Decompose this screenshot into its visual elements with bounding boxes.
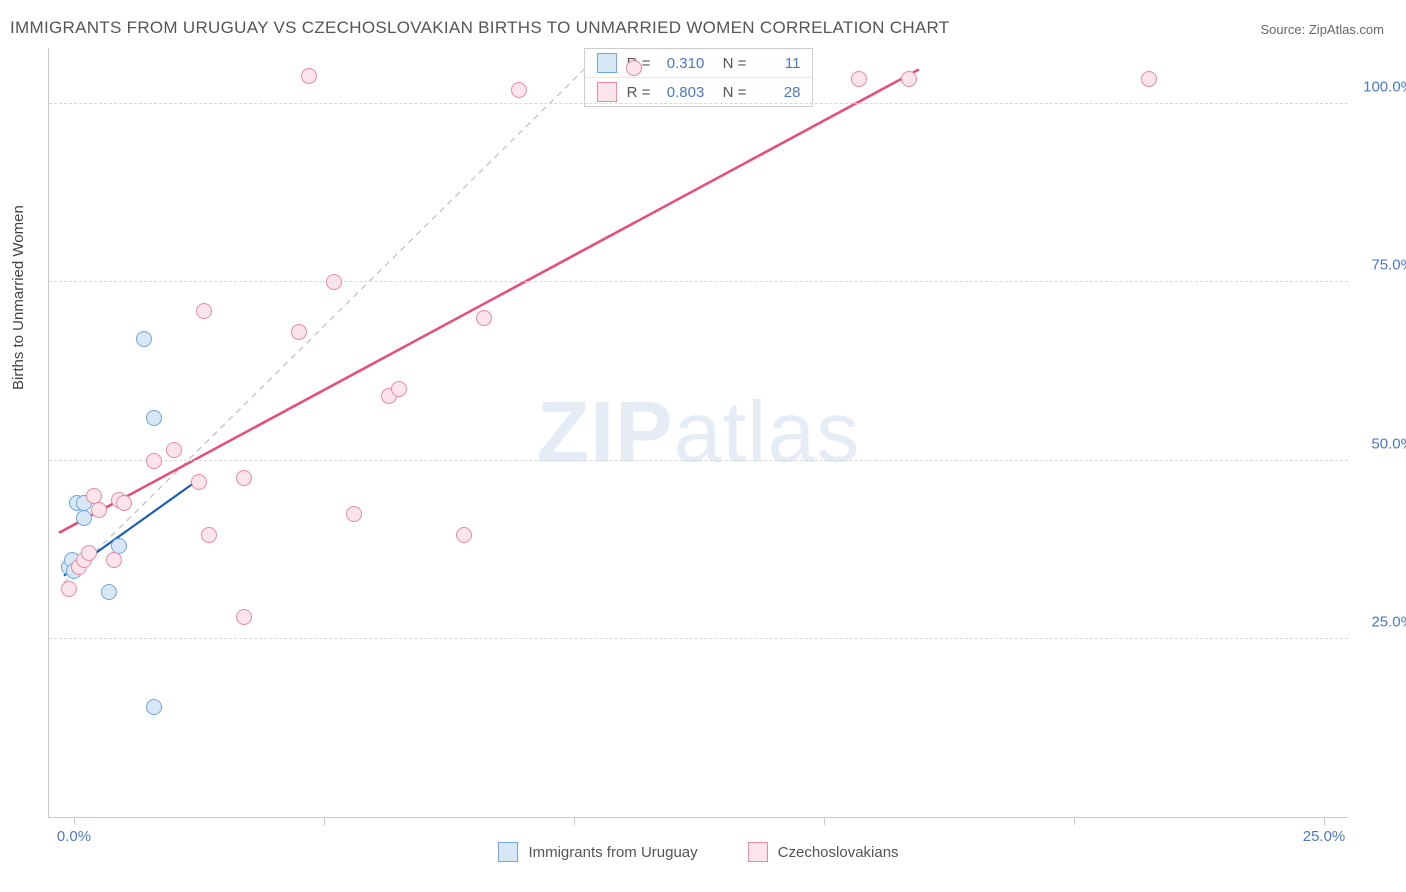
stat-r-value: 0.803 <box>660 84 704 101</box>
stat-n-label: N = <box>714 84 746 101</box>
x-tick-mark <box>1074 817 1075 825</box>
y-tick-label: 50.0% <box>1371 435 1406 452</box>
trend-lines-svg <box>49 48 1349 818</box>
data-point-czech <box>901 71 917 87</box>
x-tick-mark <box>74 817 75 825</box>
watermark-bold: ZIP <box>537 384 674 480</box>
data-point-czech <box>301 68 317 84</box>
stat-n-value: 11 <box>756 55 800 72</box>
watermark-text: ZIPatlas <box>537 383 860 482</box>
data-point-uruguay <box>136 331 152 347</box>
data-point-uruguay <box>101 584 117 600</box>
data-point-czech <box>291 324 307 340</box>
data-point-czech <box>236 609 252 625</box>
x-tick-label: 25.0% <box>1303 828 1346 845</box>
x-tick-mark <box>574 817 575 825</box>
stat-r-label: R = <box>627 84 651 101</box>
y-axis-label: Births to Unmarried Women <box>10 205 27 390</box>
square-swatch-icon <box>498 842 518 862</box>
watermark-rest: atlas <box>674 384 861 480</box>
series-legend: Immigrants from Uruguay Czechoslovakians <box>49 842 1348 862</box>
data-point-czech <box>166 442 182 458</box>
legend-item-uruguay: Immigrants from Uruguay <box>498 842 697 862</box>
data-point-uruguay <box>76 510 92 526</box>
data-point-czech <box>201 527 217 543</box>
data-point-uruguay <box>146 410 162 426</box>
stat-n-label: N = <box>714 55 746 72</box>
gridline-horizontal <box>49 281 1348 282</box>
source-attribution: Source: ZipAtlas.com <box>1260 22 1384 37</box>
data-point-czech <box>511 82 527 98</box>
chart-plot-area: ZIPatlas R = 0.310 N = 11 R = 0.803 N = … <box>48 48 1348 818</box>
x-tick-label: 0.0% <box>57 828 91 845</box>
data-point-czech <box>196 303 212 319</box>
y-tick-label: 25.0% <box>1371 613 1406 630</box>
stat-r-value: 0.310 <box>660 55 704 72</box>
data-point-czech <box>476 310 492 326</box>
square-swatch-icon <box>597 53 617 73</box>
y-tick-label: 75.0% <box>1371 257 1406 274</box>
x-tick-mark <box>824 817 825 825</box>
data-point-czech <box>346 506 362 522</box>
source-label: Source: <box>1260 22 1308 37</box>
legend-label: Immigrants from Uruguay <box>528 844 697 861</box>
data-point-czech <box>61 581 77 597</box>
data-point-czech <box>236 470 252 486</box>
square-swatch-icon <box>597 82 617 102</box>
data-point-czech <box>146 453 162 469</box>
legend-label: Czechoslovakians <box>778 844 899 861</box>
x-tick-mark <box>1324 817 1325 825</box>
x-tick-mark <box>324 817 325 825</box>
stats-legend-row-uruguay: R = 0.310 N = 11 <box>585 49 813 77</box>
chart-title: IMMIGRANTS FROM URUGUAY VS CZECHOSLOVAKI… <box>10 18 949 38</box>
data-point-czech <box>456 527 472 543</box>
data-point-czech <box>626 60 642 76</box>
data-point-czech <box>391 381 407 397</box>
data-point-czech <box>191 474 207 490</box>
data-point-czech <box>91 502 107 518</box>
stats-legend-row-czech: R = 0.803 N = 28 <box>585 77 813 106</box>
data-point-czech <box>851 71 867 87</box>
data-point-czech <box>1141 71 1157 87</box>
stats-legend-box: R = 0.310 N = 11 R = 0.803 N = 28 <box>584 48 814 107</box>
gridline-horizontal <box>49 103 1348 104</box>
stat-n-value: 28 <box>756 84 800 101</box>
data-point-uruguay <box>146 699 162 715</box>
source-value: ZipAtlas.com <box>1309 22 1384 37</box>
square-swatch-icon <box>748 842 768 862</box>
gridline-horizontal <box>49 638 1348 639</box>
gridline-horizontal <box>49 460 1348 461</box>
y-tick-label: 100.0% <box>1363 79 1406 96</box>
data-point-czech <box>116 495 132 511</box>
legend-item-czech: Czechoslovakians <box>748 842 899 862</box>
data-point-czech <box>106 552 122 568</box>
data-point-czech <box>81 545 97 561</box>
data-point-czech <box>326 274 342 290</box>
